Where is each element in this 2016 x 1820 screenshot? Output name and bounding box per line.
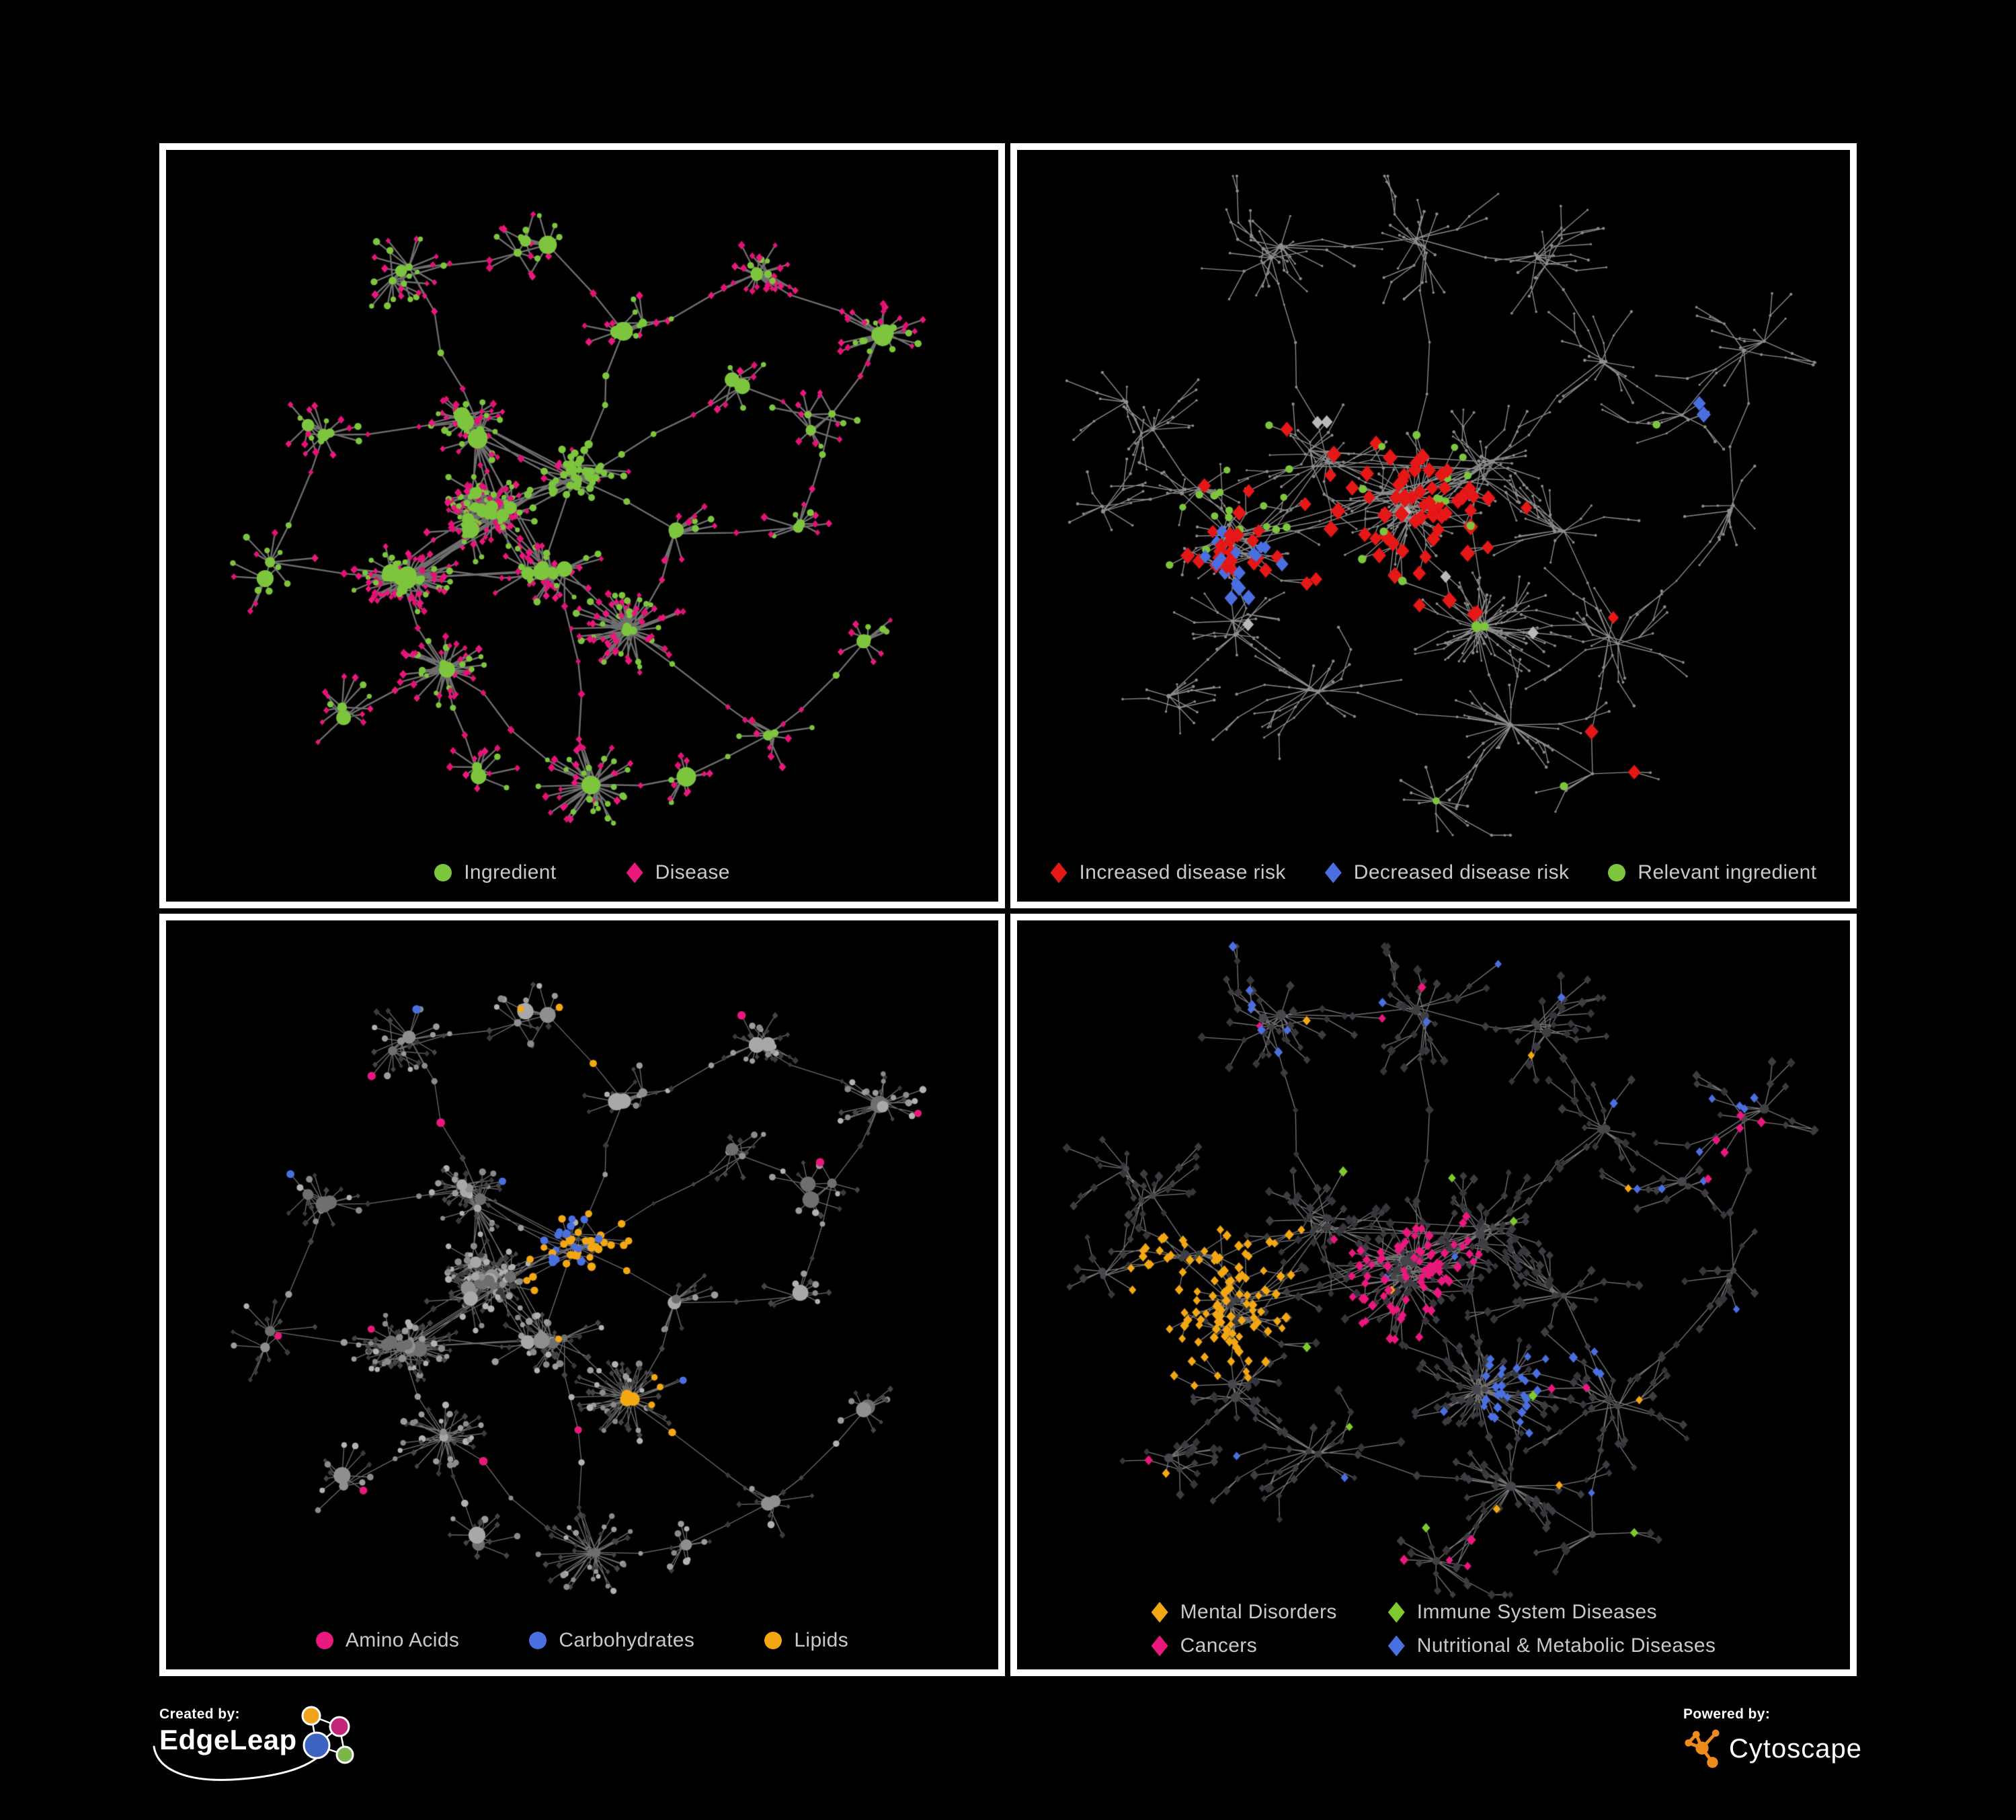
edgeleap-node-orange bbox=[301, 1706, 321, 1726]
edgeleap-logo-icon bbox=[301, 1706, 354, 1764]
relevant-ingredient-label: Relevant ingredient bbox=[1638, 861, 1817, 883]
edgeleap-node-magenta bbox=[329, 1716, 350, 1737]
nutrient-class-network-canvas bbox=[166, 920, 998, 1669]
legend-item-decreased-risk: Decreased disease risk bbox=[1324, 861, 1570, 884]
edgeleap-swoosh-icon bbox=[153, 1745, 327, 1781]
relevant-ingredient-marker-icon bbox=[1608, 864, 1626, 881]
legend-item-nutritional-metabolic: Nutritional & Metabolic Diseases bbox=[1387, 1634, 1716, 1657]
decreased-risk-marker-icon bbox=[1324, 862, 1342, 883]
disease-marker-icon bbox=[626, 862, 643, 883]
increased-risk-label: Increased disease risk bbox=[1079, 861, 1286, 883]
carbohydrates-label: Carbohydrates bbox=[559, 1629, 695, 1651]
amino-acids-label: Amino Acids bbox=[345, 1629, 460, 1651]
lipids-label: Lipids bbox=[794, 1629, 849, 1651]
legend-item-amino-acids: Amino Acids bbox=[315, 1629, 460, 1652]
legend-item-lipids: Lipids bbox=[764, 1629, 848, 1652]
lipids-marker-icon bbox=[764, 1632, 782, 1649]
cancers-label: Cancers bbox=[1180, 1634, 1258, 1657]
cancers-marker-icon bbox=[1151, 1635, 1168, 1657]
nutrient-class-legend: Amino Acids Carbohydrates Lipids bbox=[166, 1629, 998, 1652]
nutritional-metabolic-marker-icon bbox=[1387, 1635, 1405, 1657]
amino-acids-marker-icon bbox=[315, 1632, 333, 1649]
panel-disease-classes: Mental Disorders Immune System Diseases … bbox=[1010, 914, 1857, 1676]
legend-item-immune-diseases: Immune System Diseases bbox=[1387, 1601, 1716, 1624]
disease-class-legend: Mental Disorders Immune System Diseases … bbox=[1017, 1601, 1850, 1657]
panel-nutrient-classes: Amino Acids Carbohydrates Lipids bbox=[159, 914, 1005, 1676]
immune-diseases-label: Immune System Diseases bbox=[1416, 1601, 1657, 1623]
panel-disease-risk: Increased disease risk Decreased disease… bbox=[1010, 143, 1857, 908]
edgeleap-wordmark: EdgeLeap bbox=[159, 1724, 297, 1755]
legend-item-mental-disorders: Mental Disorders bbox=[1151, 1601, 1337, 1624]
legend-item-ingredient: Ingredient bbox=[434, 861, 556, 884]
immune-diseases-marker-icon bbox=[1387, 1601, 1405, 1623]
edgeleap-credit: Created by: EdgeLeap bbox=[153, 1706, 374, 1807]
ingredient-label: Ingredient bbox=[464, 861, 557, 883]
powered-by-label: Powered by: bbox=[1683, 1706, 1771, 1722]
nutritional-metabolic-label: Nutritional & Metabolic Diseases bbox=[1416, 1634, 1716, 1657]
ingredient-disease-legend: Ingredient Disease bbox=[166, 861, 998, 884]
disease-risk-legend: Increased disease risk Decreased disease… bbox=[1017, 861, 1850, 884]
mental-disorders-label: Mental Disorders bbox=[1180, 1601, 1337, 1623]
increased-risk-marker-icon bbox=[1050, 862, 1067, 883]
ingredient-marker-icon bbox=[434, 864, 452, 881]
legend-item-cancers: Cancers bbox=[1151, 1634, 1337, 1657]
disease-risk-network-canvas bbox=[1017, 150, 1850, 902]
legend-item-increased-risk: Increased disease risk bbox=[1050, 861, 1286, 884]
mental-disorders-marker-icon bbox=[1151, 1601, 1168, 1623]
edgeleap-node-blue bbox=[303, 1731, 331, 1759]
disease-label: Disease bbox=[655, 861, 730, 883]
cytoscape-logo-icon bbox=[1685, 1729, 1720, 1768]
decreased-risk-label: Decreased disease risk bbox=[1353, 861, 1570, 883]
carbohydrates-marker-icon bbox=[529, 1632, 547, 1649]
cytoscape-wordmark: Cytoscape bbox=[1729, 1733, 1862, 1764]
ingredient-disease-network-canvas bbox=[166, 150, 998, 902]
panel-ingredient-disease: Ingredient Disease bbox=[159, 143, 1005, 908]
legend-item-relevant-ingredient: Relevant ingredient bbox=[1608, 861, 1816, 884]
legend-item-disease: Disease bbox=[626, 861, 730, 884]
legend-item-carbohydrates: Carbohydrates bbox=[529, 1629, 694, 1652]
cytoscape-credit: Powered by: Cytoscape bbox=[1683, 1706, 1885, 1794]
created-by-label: Created by: bbox=[159, 1706, 240, 1722]
disease-class-network-canvas bbox=[1017, 920, 1850, 1669]
edgeleap-node-green bbox=[335, 1745, 354, 1764]
